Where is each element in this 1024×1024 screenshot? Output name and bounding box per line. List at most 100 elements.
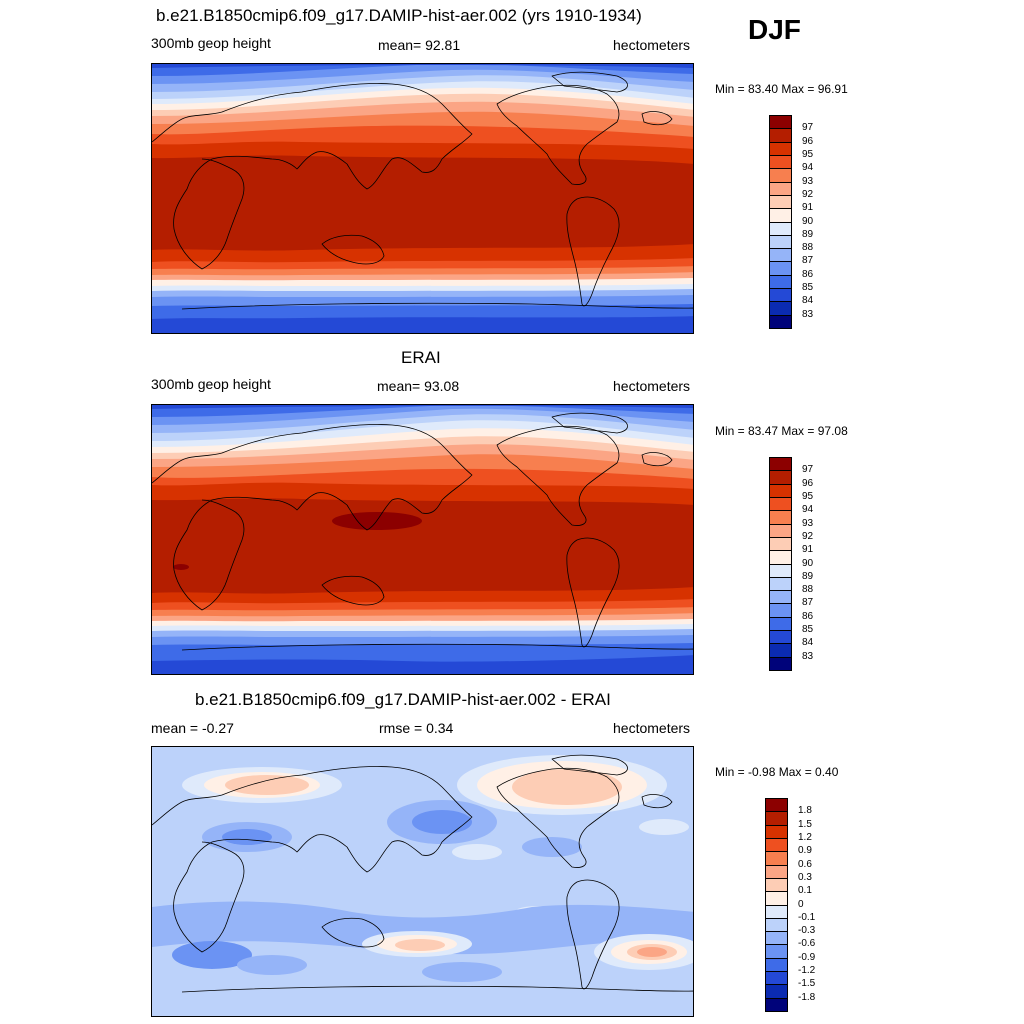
colorbar-label: 89: [802, 570, 814, 582]
colorbar-swatch: [769, 603, 792, 618]
panel-2-units: hectometers: [613, 378, 691, 394]
colorbar-swatch: [769, 208, 792, 223]
colorbar-label: 1.5: [798, 818, 812, 830]
colorbar-label: 85: [802, 282, 814, 294]
colorbar-swatch: [769, 510, 792, 525]
colorbar-label: 90: [802, 557, 814, 569]
colorbar-label: 86: [802, 610, 814, 622]
colorbar-label: 88: [802, 242, 814, 254]
colorbar-label: -0.6: [798, 938, 816, 950]
colorbar-label: 92: [802, 530, 814, 542]
panel-2-title: ERAI: [401, 348, 441, 367]
panel-1-units: hectometers: [613, 37, 691, 53]
colorbar-swatch: [769, 470, 792, 485]
colorbar-label: 97: [802, 464, 814, 476]
panel-3-colorbar: 1.8 1.5 1.2 0.9 0.6 0.3 0.1 0 -0.1 -0.3 -0.6 -0.9 -1…: [765, 798, 815, 1012]
colorbar-swatch: [769, 154, 792, 170]
colorbar-label: 94: [802, 162, 814, 174]
colorbar-label: 96: [802, 135, 814, 147]
colorbar-swatch: [765, 811, 788, 826]
colorbar-label: 83: [802, 308, 814, 320]
colorbar-label: 93: [802, 175, 814, 187]
panel-2-mean: mean= 93.08: [377, 378, 460, 394]
colorbar-label: 84: [802, 295, 814, 307]
colorbar-swatch: [765, 971, 788, 986]
colorbar-swatch: [769, 194, 792, 210]
panel-3-minmax: Min = -0.98 Max = 0.40: [715, 765, 839, 779]
colorbar-swatch: [769, 550, 792, 565]
colorbar-swatch: [769, 274, 792, 290]
colorbar-label: -0.3: [798, 925, 816, 937]
colorbar-swatch: [769, 261, 792, 276]
colorbar-label: -1.5: [798, 978, 816, 990]
colorbar-label: -0.9: [798, 951, 816, 963]
colorbar-label: 0.9: [798, 845, 812, 857]
colorbar-swatch: [769, 616, 792, 632]
colorbar-label: -1.2: [798, 965, 816, 977]
colorbar-swatch: [769, 128, 792, 143]
colorbar-swatch: [765, 877, 788, 893]
colorbar-label: 87: [802, 255, 814, 267]
colorbar-label: 1.8: [798, 805, 812, 817]
colorbar-label: 93: [802, 517, 814, 529]
colorbar-swatch: [769, 563, 792, 578]
colorbar-swatch: [769, 288, 792, 303]
colorbar-swatch: [769, 483, 792, 498]
panel-1-field-label: 300mb geop height: [151, 35, 271, 51]
colorbar-swatch: [765, 957, 788, 973]
colorbar-swatch: [769, 141, 792, 156]
colorbar-swatch: [765, 824, 788, 839]
colorbar-swatch: [765, 997, 788, 1012]
colorbar-label: 0: [798, 898, 804, 910]
panel-3-rmse: rmse = 0.34: [379, 720, 454, 736]
colorbar-label: 90: [802, 215, 814, 227]
colorbar-swatch: [765, 851, 788, 866]
colorbar-swatch: [769, 234, 792, 250]
panel-1-minmax: Min = 83.40 Max = 96.91: [715, 82, 848, 96]
colorbar-swatch: [769, 457, 792, 472]
colorbar-label: 84: [802, 637, 814, 649]
colorbar-swatch: [765, 904, 788, 919]
panel-2-field-label: 300mb geop height: [151, 376, 271, 392]
colorbar-swatch: [765, 891, 788, 906]
colorbar-label: 85: [802, 624, 814, 636]
colorbar-label: 0.3: [798, 871, 812, 883]
colorbar-label: 0.1: [798, 885, 812, 897]
colorbar-swatch: [765, 837, 788, 853]
panel-3-units: hectometers: [613, 720, 691, 736]
colorbar-swatch: [769, 643, 792, 658]
colorbar-swatch: [769, 248, 792, 263]
colorbar-swatch: [769, 536, 792, 552]
panel-3-title: b.e21.B1850cmip6.f09_g17.DAMIP-hist-aer.…: [195, 690, 611, 709]
colorbar-label: 91: [802, 202, 814, 214]
model-map: [151, 63, 694, 334]
colorbar-label: 1.2: [798, 831, 812, 843]
colorbar-label: 92: [802, 188, 814, 200]
colorbar-label: 88: [802, 584, 814, 596]
panel-2-minmax: Min = 83.47 Max = 97.08: [715, 424, 848, 438]
colorbar-label: 89: [802, 228, 814, 240]
colorbar-label: 94: [802, 504, 814, 516]
colorbar-swatch: [769, 523, 792, 538]
colorbar-label: -0.1: [798, 911, 816, 923]
colorbar-swatch: [769, 656, 792, 671]
colorbar-label: 86: [802, 268, 814, 280]
colorbar-label: 95: [802, 490, 814, 502]
colorbar-label: 83: [802, 650, 814, 662]
colorbar-swatch: [765, 917, 788, 933]
colorbar-label: 97: [802, 122, 814, 134]
colorbar-label: 91: [802, 544, 814, 556]
colorbar-swatch: [769, 181, 792, 196]
colorbar-swatch: [769, 630, 792, 645]
colorbar-swatch: [765, 864, 788, 879]
colorbar-swatch: [769, 168, 792, 183]
colorbar-label: -1.8: [798, 991, 816, 1003]
colorbar-swatch: [769, 496, 792, 512]
colorbar-swatch: [769, 115, 792, 130]
colorbar-label: 87: [802, 597, 814, 609]
panel-3-mean: mean = -0.27: [151, 720, 234, 736]
panel-1-colorbar: 97 96 95 94 93 92 91 90 89 88 87 86 85 84 83: [769, 115, 813, 329]
colorbar-swatch: [765, 984, 788, 999]
colorbar-swatch: [765, 931, 788, 946]
panel-2-colorbar: 97 96 95 94 93 92 91 90 89 88 87 86 85 84 83: [769, 457, 813, 671]
